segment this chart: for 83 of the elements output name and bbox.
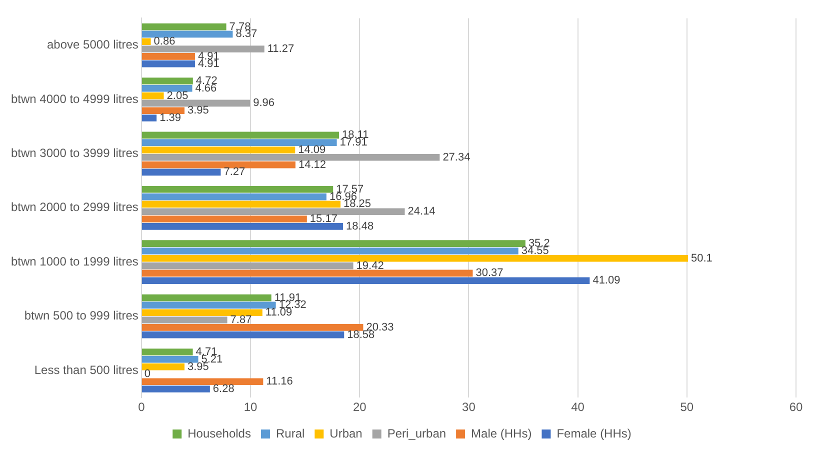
data-label: 11.27 xyxy=(267,43,294,56)
bar xyxy=(142,216,307,222)
data-label: 11.16 xyxy=(266,376,293,388)
data-label: 27.34 xyxy=(442,151,470,164)
bar xyxy=(142,78,193,84)
x-tick-label: 10 xyxy=(244,400,258,414)
data-label: 15.17 xyxy=(310,213,338,226)
bar xyxy=(142,294,272,302)
data-label: 30.37 xyxy=(476,267,504,280)
bar xyxy=(142,132,339,139)
data-label: 14.09 xyxy=(298,144,326,156)
bar xyxy=(142,248,518,254)
bar xyxy=(142,240,526,247)
bar xyxy=(142,60,195,68)
data-label: 8.37 xyxy=(236,28,258,40)
bar xyxy=(142,309,262,316)
data-label: 50.1 xyxy=(690,252,712,264)
bar xyxy=(142,254,688,262)
bar xyxy=(142,208,405,216)
legend-label: Urban xyxy=(330,426,362,440)
bar xyxy=(142,161,296,168)
x-tick-label: 60 xyxy=(789,400,803,414)
y-tick-label: btwn 500 to 999 litres xyxy=(24,308,138,323)
bar xyxy=(142,154,440,161)
bar xyxy=(142,30,233,38)
data-label: 41.09 xyxy=(592,274,620,287)
bar xyxy=(142,316,228,324)
bar xyxy=(142,23,226,30)
bar xyxy=(142,302,276,309)
y-tick-label: btwn 2000 to 2999 litres xyxy=(10,200,138,214)
data-label: 6.28 xyxy=(212,383,234,396)
data-label: 1.39 xyxy=(160,112,182,124)
bar xyxy=(142,92,164,100)
bar xyxy=(142,363,185,370)
y-tick-label: btwn 3000 to 3999 litres xyxy=(10,146,138,160)
legend-label: Rural xyxy=(276,426,305,440)
data-label: 18.48 xyxy=(346,220,374,232)
data-label: 24.14 xyxy=(408,206,436,218)
data-label: 14.12 xyxy=(298,158,326,171)
bar xyxy=(142,262,354,270)
data-label: 7.27 xyxy=(224,166,246,178)
bar xyxy=(142,348,193,356)
bar xyxy=(142,168,221,176)
bar xyxy=(142,46,264,52)
legend-label: Female (HHs) xyxy=(556,426,632,440)
data-label: 3.95 xyxy=(188,104,209,117)
bar xyxy=(142,324,364,331)
bar xyxy=(142,223,344,230)
bar xyxy=(142,38,151,46)
y-tick-label: Less than 500 litres xyxy=(34,362,138,377)
bar xyxy=(142,200,341,208)
bar xyxy=(142,270,473,277)
bar xyxy=(142,186,334,193)
data-label: 7.87 xyxy=(230,314,252,326)
bar xyxy=(142,84,192,92)
bar xyxy=(142,378,264,386)
x-tick-label: 0 xyxy=(138,400,146,414)
bar xyxy=(142,107,185,114)
bar xyxy=(142,277,590,284)
legend-label: Peri_urban xyxy=(387,426,446,440)
bar xyxy=(142,193,326,200)
x-tick-label: 40 xyxy=(571,400,585,414)
bar xyxy=(142,139,337,146)
x-tick-label: 20 xyxy=(352,400,367,414)
x-tick-label: 30 xyxy=(462,400,476,414)
bar xyxy=(142,386,210,392)
bar xyxy=(142,53,195,60)
legend-label: Male (HHs) xyxy=(471,426,532,440)
data-label: 9.96 xyxy=(253,97,274,110)
data-label: 19.42 xyxy=(356,260,384,272)
bar xyxy=(142,114,157,122)
bar xyxy=(142,100,250,107)
bar xyxy=(142,356,198,363)
y-tick-label: btwn 4000 to 4999 litres xyxy=(10,92,138,106)
y-tick-label: btwn 1000 to 1999 litres xyxy=(10,254,138,268)
data-label: 0 xyxy=(144,368,151,380)
data-label: 0.86 xyxy=(154,36,176,48)
data-label: 2.05 xyxy=(166,90,188,102)
bar xyxy=(142,331,344,338)
y-tick-label: above 5000 litres xyxy=(47,38,138,52)
bar xyxy=(142,146,296,154)
x-tick-label: 50 xyxy=(680,400,694,414)
legend-label: Households xyxy=(188,426,251,440)
